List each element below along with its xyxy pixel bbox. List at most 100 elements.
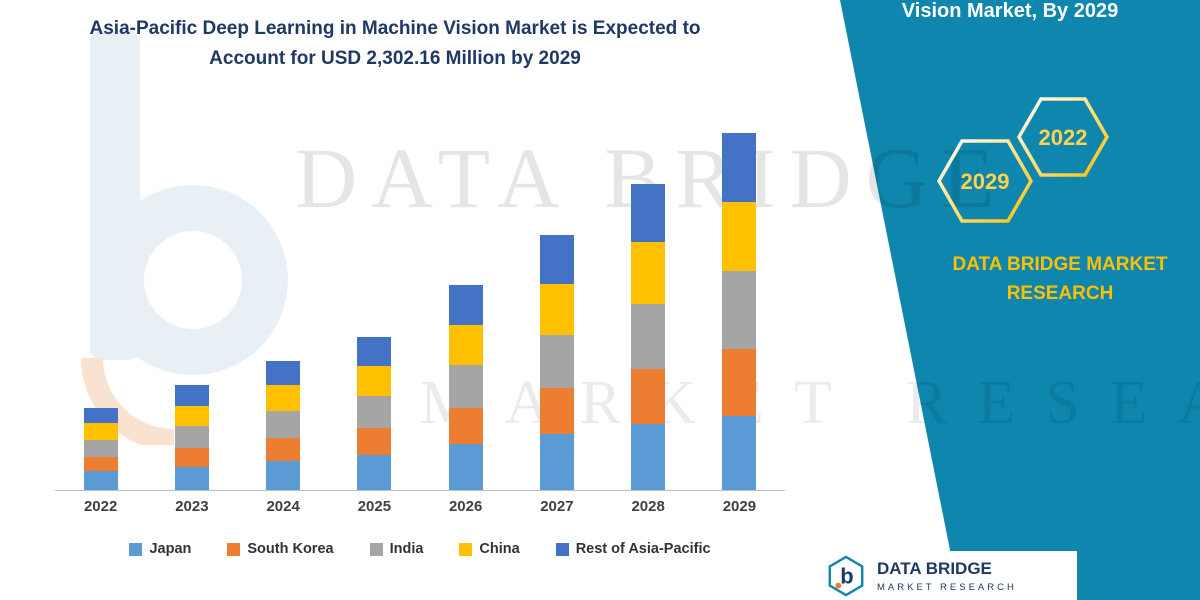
bar-segment-india (448, 365, 483, 408)
brand-line2: RESEARCH (1006, 283, 1114, 305)
bar-segment-rest-of-asia-pacific (448, 285, 483, 325)
bar-segment-japan (539, 434, 574, 490)
legend-item-china: China (459, 541, 520, 557)
legend-swatch-south-korea (227, 542, 241, 556)
bar-segment-china (448, 324, 483, 366)
bar-segment-south-korea (357, 428, 392, 456)
bar-column-2028 (603, 183, 694, 490)
x-axis-line (55, 490, 785, 491)
bar-segment-india (266, 410, 301, 439)
chart-title-line1: Asia-Pacific Deep Learning in Machine Vi… (89, 18, 701, 39)
legend-item-japan: Japan (129, 541, 191, 557)
bar-chart: 2022 2023 2024 2025 2026 2027 2028 2029 Japan So… (55, 118, 785, 557)
bar-segment-rest-of-asia-pacific (722, 133, 757, 202)
bar-segment-rest-of-asia-pacific (357, 336, 392, 367)
stacked-bar-2027 (539, 235, 574, 490)
legend-swatch-india (369, 542, 383, 556)
bar-segment-rest-of-asia-pacific (174, 385, 209, 406)
legend-swatch-rest-of-asia-pacific (555, 542, 569, 556)
legend-label-china: China (479, 541, 520, 557)
bar-segment-china (83, 423, 118, 440)
bar-segment-south-korea (631, 369, 666, 425)
bar-segment-china (266, 385, 301, 411)
bar-segment-south-korea (266, 438, 301, 462)
footer-logo-icon: b (828, 555, 864, 596)
stacked-bar-2026 (448, 285, 483, 490)
legend-swatch-china (459, 542, 473, 556)
footer-logo-subtitle: MARKET RESEARCH (877, 581, 1017, 593)
chart-title-line2: Account for USD 2,302.16 Million by 2029 (209, 48, 581, 70)
year-hexagons: 2029 2022 (936, 97, 1110, 223)
stacked-bar-2024 (266, 360, 301, 490)
legend-label-rest-of-asia-pacific: Rest of Asia-Pacific (575, 541, 711, 557)
x-axis-label-2022: 2022 (83, 498, 118, 515)
side-panel-heading: Vision Market, By 2029 (901, 0, 1119, 22)
x-axis-label-2023: 2023 (175, 498, 209, 515)
bar-segment-india (539, 335, 574, 389)
bar-segment-japan (83, 471, 118, 490)
hexagon-2022-outline (1016, 97, 1110, 177)
stacked-bar-2022 (83, 407, 118, 490)
hexagon-2029-outline (936, 139, 1034, 223)
bar-segment-japan (174, 466, 209, 490)
stacked-bar-2028 (631, 183, 666, 490)
x-axis-label-2024: 2024 (266, 498, 300, 515)
stacked-bar-2029 (722, 133, 757, 490)
bar-segment-india (722, 271, 757, 349)
bar-segment-india (357, 396, 392, 428)
bar-segment-japan (631, 424, 666, 490)
legend-label-japan: Japan (149, 541, 192, 557)
footer-logo-name: DATA BRIDGE (877, 558, 992, 578)
hexagon-year-2029: 2029 (961, 169, 1010, 194)
footer-logo-text: DATA BRIDGE MARKET RESEARCH (877, 559, 1017, 593)
x-axis-labels: 2022 2023 2024 2025 2026 2027 2028 2029 (55, 498, 785, 515)
bar-segment-south-korea (539, 388, 574, 435)
bar-segment-india (174, 426, 209, 449)
brand-line1: DATA BRIDGE MARKET (952, 254, 1168, 275)
bar-segment-india (631, 304, 666, 370)
bar-segment-china (357, 366, 392, 397)
x-axis-label-2025: 2025 (357, 498, 392, 515)
bar-column-2026 (420, 285, 511, 490)
bar-segment-china (174, 405, 209, 427)
bar-segment-rest-of-asia-pacific (266, 360, 301, 386)
svg-text:b: b (840, 563, 853, 588)
bar-segment-china (722, 201, 757, 272)
bar-segment-china (539, 283, 574, 336)
legend-item-south-korea: South Korea (227, 541, 334, 557)
bar-segment-south-korea (448, 407, 483, 445)
chart-title: Asia-Pacific Deep Learning in Machine Vi… (30, 14, 760, 75)
x-axis-label-2026: 2026 (448, 498, 483, 515)
hexagon-year-2022: 2022 (1039, 125, 1088, 150)
bar-segment-south-korea (174, 448, 209, 467)
bar-segment-japan (722, 415, 757, 490)
brand-text: DATA BRIDGE MARKET RESEARCH (930, 250, 1190, 309)
bar-column-2022 (55, 407, 146, 490)
bar-segment-japan (266, 461, 301, 490)
bar-segment-rest-of-asia-pacific (83, 407, 118, 424)
bar-segment-south-korea (722, 348, 757, 416)
bar-segment-japan (448, 444, 483, 490)
bar-segment-china (631, 242, 666, 305)
bar-column-2024 (238, 360, 329, 490)
legend-label-india: India (389, 541, 424, 557)
bars-row (55, 118, 785, 490)
bar-segment-rest-of-asia-pacific (539, 235, 574, 284)
x-axis-label-2028: 2028 (631, 498, 665, 515)
bar-segment-japan (357, 455, 392, 490)
bar-segment-india (83, 439, 118, 457)
x-axis-label-2027: 2027 (540, 498, 574, 515)
stacked-bar-2025 (357, 336, 392, 490)
chart-legend: Japan South Korea India China Rest of Asia-P… (55, 541, 785, 557)
stacked-bar-2023 (174, 385, 209, 490)
bar-segment-rest-of-asia-pacific (631, 183, 666, 243)
legend-item-rest-of-asia-pacific: Rest of Asia-Pacific (555, 541, 711, 557)
bar-column-2023 (146, 385, 237, 490)
x-axis-label-2029: 2029 (722, 498, 757, 515)
footer-logo: b DATA BRIDGE MARKET RESEARCH (815, 551, 1077, 600)
legend-item-india: India (369, 541, 424, 557)
bar-column-2027 (511, 235, 602, 490)
bar-segment-south-korea (83, 456, 118, 472)
legend-swatch-japan (129, 542, 143, 556)
bar-column-2029 (694, 133, 785, 490)
